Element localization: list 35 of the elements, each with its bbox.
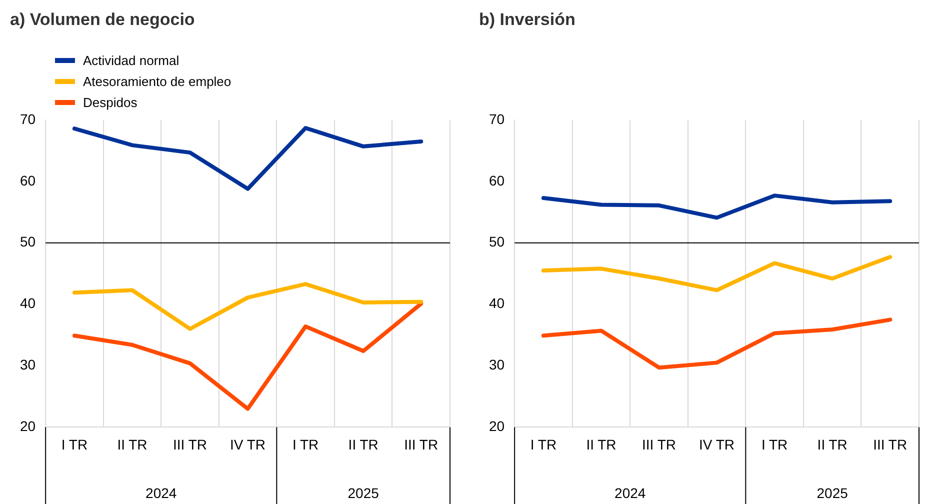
y-tick-label: 40 — [488, 295, 505, 312]
y-tick-label: 60 — [488, 172, 505, 188]
y-tick-label: 50 — [20, 234, 36, 250]
text: 2025 — [816, 484, 848, 501]
x-tick-label: III TR — [873, 436, 908, 452]
legend-label: Actividad normal — [83, 53, 180, 68]
x-tick-label: III TR — [404, 436, 438, 452]
y-tick-label: 70 — [20, 110, 36, 127]
x-tick-label: IV TR — [699, 436, 735, 452]
chart-title: b) Inversión — [479, 10, 576, 30]
x-tick-label: IV TR — [230, 436, 266, 452]
chart-title: a) Volumen de negocio — [10, 10, 195, 30]
y-tick-label: 50 — [488, 234, 505, 250]
x-tick-label: II TR — [586, 436, 616, 452]
y-tick-label: 60 — [20, 172, 36, 188]
x-tick-label: II TR — [348, 436, 378, 452]
x-tick-label: I TR — [292, 436, 319, 452]
x-tick-label: III TR — [642, 436, 676, 452]
y-tick-label: 20 — [488, 418, 505, 434]
x-tick-label: I TR — [761, 436, 788, 452]
x-tick-label: I TR — [530, 436, 557, 452]
y-tick-label: 40 — [20, 295, 36, 312]
text: 2024 — [146, 484, 177, 501]
y-tick-label: 20 — [20, 418, 36, 434]
legend-label: Despidos — [83, 95, 138, 110]
y-tick-label: 70 — [488, 110, 505, 127]
x-tick-label: I TR — [61, 436, 88, 452]
text: 2024 — [614, 484, 646, 501]
text: 2025 — [348, 484, 380, 501]
x-tick-label: II TR — [817, 436, 848, 452]
x-tick-label: II TR — [117, 436, 148, 452]
y-tick-label: 30 — [488, 356, 505, 373]
legend-label: Atesoramiento de empleo — [83, 74, 232, 89]
x-tick-label: III TR — [173, 436, 207, 452]
y-tick-label: 30 — [20, 356, 36, 373]
